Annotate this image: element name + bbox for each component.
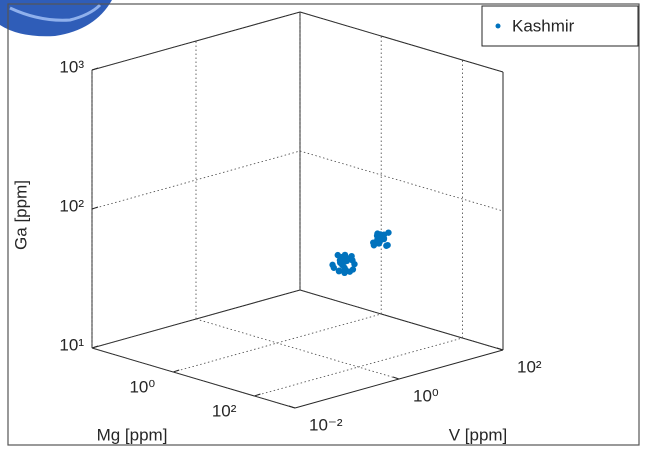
gem-highlight: [9, 3, 102, 22]
grid-line: [91, 150, 301, 210]
data-point: [375, 240, 383, 247]
z-tick-label: 10¹: [59, 335, 84, 354]
data-point: [384, 241, 391, 249]
z-axis-label: Ga [ppm]: [11, 180, 30, 250]
data-point: [335, 267, 343, 275]
tick-mark: [288, 405, 296, 409]
tick-mark: [91, 67, 99, 71]
tick-mark: [496, 347, 504, 351]
tick-mark: [91, 206, 99, 210]
data-point: [341, 266, 349, 273]
grid-line: [299, 289, 504, 351]
legend-marker: [495, 23, 501, 29]
data-point: [376, 231, 384, 238]
tick-mark: [254, 393, 261, 397]
box-edge: [299, 11, 504, 73]
y-tick-label: 10⁰: [413, 386, 439, 405]
grid-line: [299, 150, 504, 212]
z-tick-label: 10²: [59, 196, 84, 215]
grid-line: [299, 11, 504, 73]
x-tick-label: 10²: [212, 401, 237, 420]
frame: [7, 3, 640, 446]
legend-label: Kashmir: [512, 16, 575, 35]
y-tick-label: 10⁻²: [309, 415, 343, 434]
data-point: [338, 254, 345, 262]
data-point: [343, 257, 351, 265]
data-point: [346, 268, 354, 275]
y-tick-label: 10²: [517, 357, 542, 376]
x-tick-label: 10⁰: [129, 377, 155, 396]
data-point: [330, 264, 338, 271]
box-edge: [299, 289, 504, 351]
data-point: [380, 235, 388, 242]
tick-mark: [173, 369, 180, 373]
tick-mark: [392, 376, 400, 380]
data-point: [351, 260, 358, 268]
legend-box: [481, 5, 639, 47]
box-edge: [91, 11, 301, 71]
z-tick-label: 10³: [59, 57, 84, 76]
grid-line: [91, 347, 296, 409]
grid-line: [195, 318, 400, 380]
x-axis-label: Mg [ppm]: [97, 425, 168, 444]
gem-image: [0, 0, 112, 37]
y-axis-label: V [ppm]: [449, 425, 508, 444]
tick-mark: [91, 345, 99, 349]
